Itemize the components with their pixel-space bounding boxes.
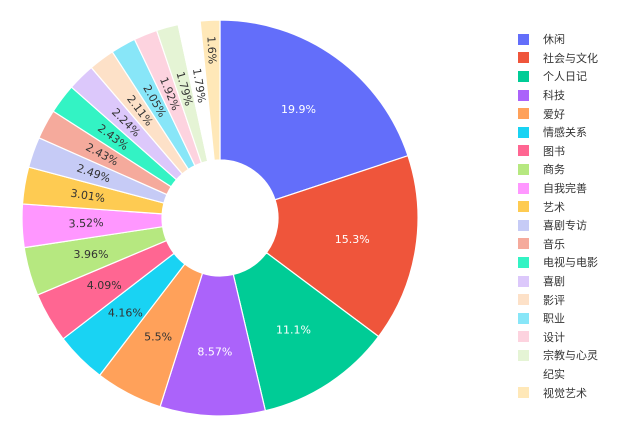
legend-label: 爱好	[543, 107, 565, 121]
legend-swatch	[518, 256, 529, 268]
legend-swatch	[518, 126, 529, 138]
legend-swatch	[518, 275, 529, 287]
legend-label: 个人日记	[543, 70, 587, 84]
slice-0[interactable]	[219, 19, 409, 201]
legend-swatch	[518, 238, 529, 250]
legend-item-6[interactable]: 图书	[518, 142, 598, 161]
legend-label: 图书	[543, 144, 565, 158]
slice-label-19: 1.6%	[204, 36, 218, 65]
legend-label: 科技	[543, 89, 565, 103]
legend-label: 电视与电影	[543, 256, 598, 270]
legend-item-11[interactable]: 音乐	[518, 235, 598, 254]
legend-item-5[interactable]: 情感关系	[518, 123, 598, 142]
legend-swatch	[518, 312, 529, 324]
legend-swatch	[518, 201, 529, 213]
legend-label: 艺术	[543, 200, 565, 214]
legend-swatch	[518, 33, 529, 45]
legend-item-8[interactable]: 自我完善	[518, 179, 598, 198]
legend-item-12[interactable]: 电视与电影	[518, 253, 598, 272]
legend-label: 社会与文化	[543, 51, 598, 65]
legend-swatch	[518, 108, 529, 120]
slice-19[interactable]	[199, 19, 221, 161]
legend-swatch	[518, 182, 529, 194]
legend-swatch	[518, 89, 529, 101]
slice-label-7: 3.96%	[74, 248, 109, 261]
legend-item-18[interactable]: 纪实	[518, 365, 598, 384]
legend-item-0[interactable]: 休闲	[518, 30, 598, 49]
slice-1[interactable]	[265, 154, 419, 338]
legend-item-15[interactable]: 职业	[518, 309, 598, 328]
legend-label: 音乐	[543, 237, 565, 251]
legend-label: 喜剧专访	[543, 219, 587, 233]
slice-label-1: 15.3%	[335, 233, 370, 246]
legend-item-3[interactable]: 科技	[518, 86, 598, 105]
legend-label: 宗教与心灵	[543, 349, 598, 363]
legend-item-17[interactable]: 宗教与心灵	[518, 346, 598, 365]
slice-3[interactable]	[159, 272, 267, 417]
slice-label-2: 11.1%	[276, 324, 311, 337]
legend-swatch	[518, 219, 529, 231]
slice-label-18: 1.79%	[190, 67, 208, 104]
legend-label: 视觉艺术	[543, 386, 587, 400]
slice-label-6: 4.09%	[87, 279, 122, 292]
legend-item-4[interactable]: 爱好	[518, 104, 598, 123]
slice-label-8: 3.52%	[68, 216, 103, 230]
legend-item-14[interactable]: 影评	[518, 290, 598, 309]
legend-item-9[interactable]: 艺术	[518, 197, 598, 216]
legend-swatch	[518, 368, 529, 380]
legend-label: 纪实	[543, 367, 565, 381]
legend-swatch	[518, 52, 529, 64]
legend-label: 自我完善	[543, 182, 587, 196]
legend-swatch	[518, 70, 529, 82]
legend-label: 休闲	[543, 33, 565, 47]
legend-label: 喜剧	[543, 275, 565, 289]
legend-swatch	[518, 387, 529, 399]
legend-label: 情感关系	[543, 126, 587, 140]
legend-swatch	[518, 163, 529, 175]
legend-item-10[interactable]: 喜剧专访	[518, 216, 598, 235]
legend-swatch	[518, 331, 529, 343]
legend-label: 影评	[543, 293, 565, 307]
slice-label-9: 3.01%	[70, 187, 107, 206]
legend: 休闲社会与文化个人日记科技爱好情感关系图书商务自我完善艺术喜剧专访音乐电视与电影…	[518, 30, 598, 402]
slice-label-4: 5.5%	[144, 330, 172, 343]
slice-label-0: 19.9%	[281, 103, 316, 116]
legend-item-2[interactable]: 个人日记	[518, 67, 598, 86]
legend-swatch	[518, 145, 529, 157]
legend-label: 商务	[543, 163, 565, 177]
legend-item-19[interactable]: 视觉艺术	[518, 383, 598, 402]
slice-label-3: 8.57%	[197, 345, 232, 358]
legend-item-7[interactable]: 商务	[518, 160, 598, 179]
legend-swatch	[518, 349, 529, 361]
slice-label-5: 4.16%	[108, 306, 143, 319]
legend-label: 设计	[543, 330, 565, 344]
legend-label: 职业	[543, 312, 565, 326]
legend-item-16[interactable]: 设计	[518, 328, 598, 347]
legend-item-1[interactable]: 社会与文化	[518, 49, 598, 68]
legend-swatch	[518, 294, 529, 306]
legend-item-13[interactable]: 喜剧	[518, 272, 598, 291]
slice-2[interactable]	[232, 251, 380, 412]
